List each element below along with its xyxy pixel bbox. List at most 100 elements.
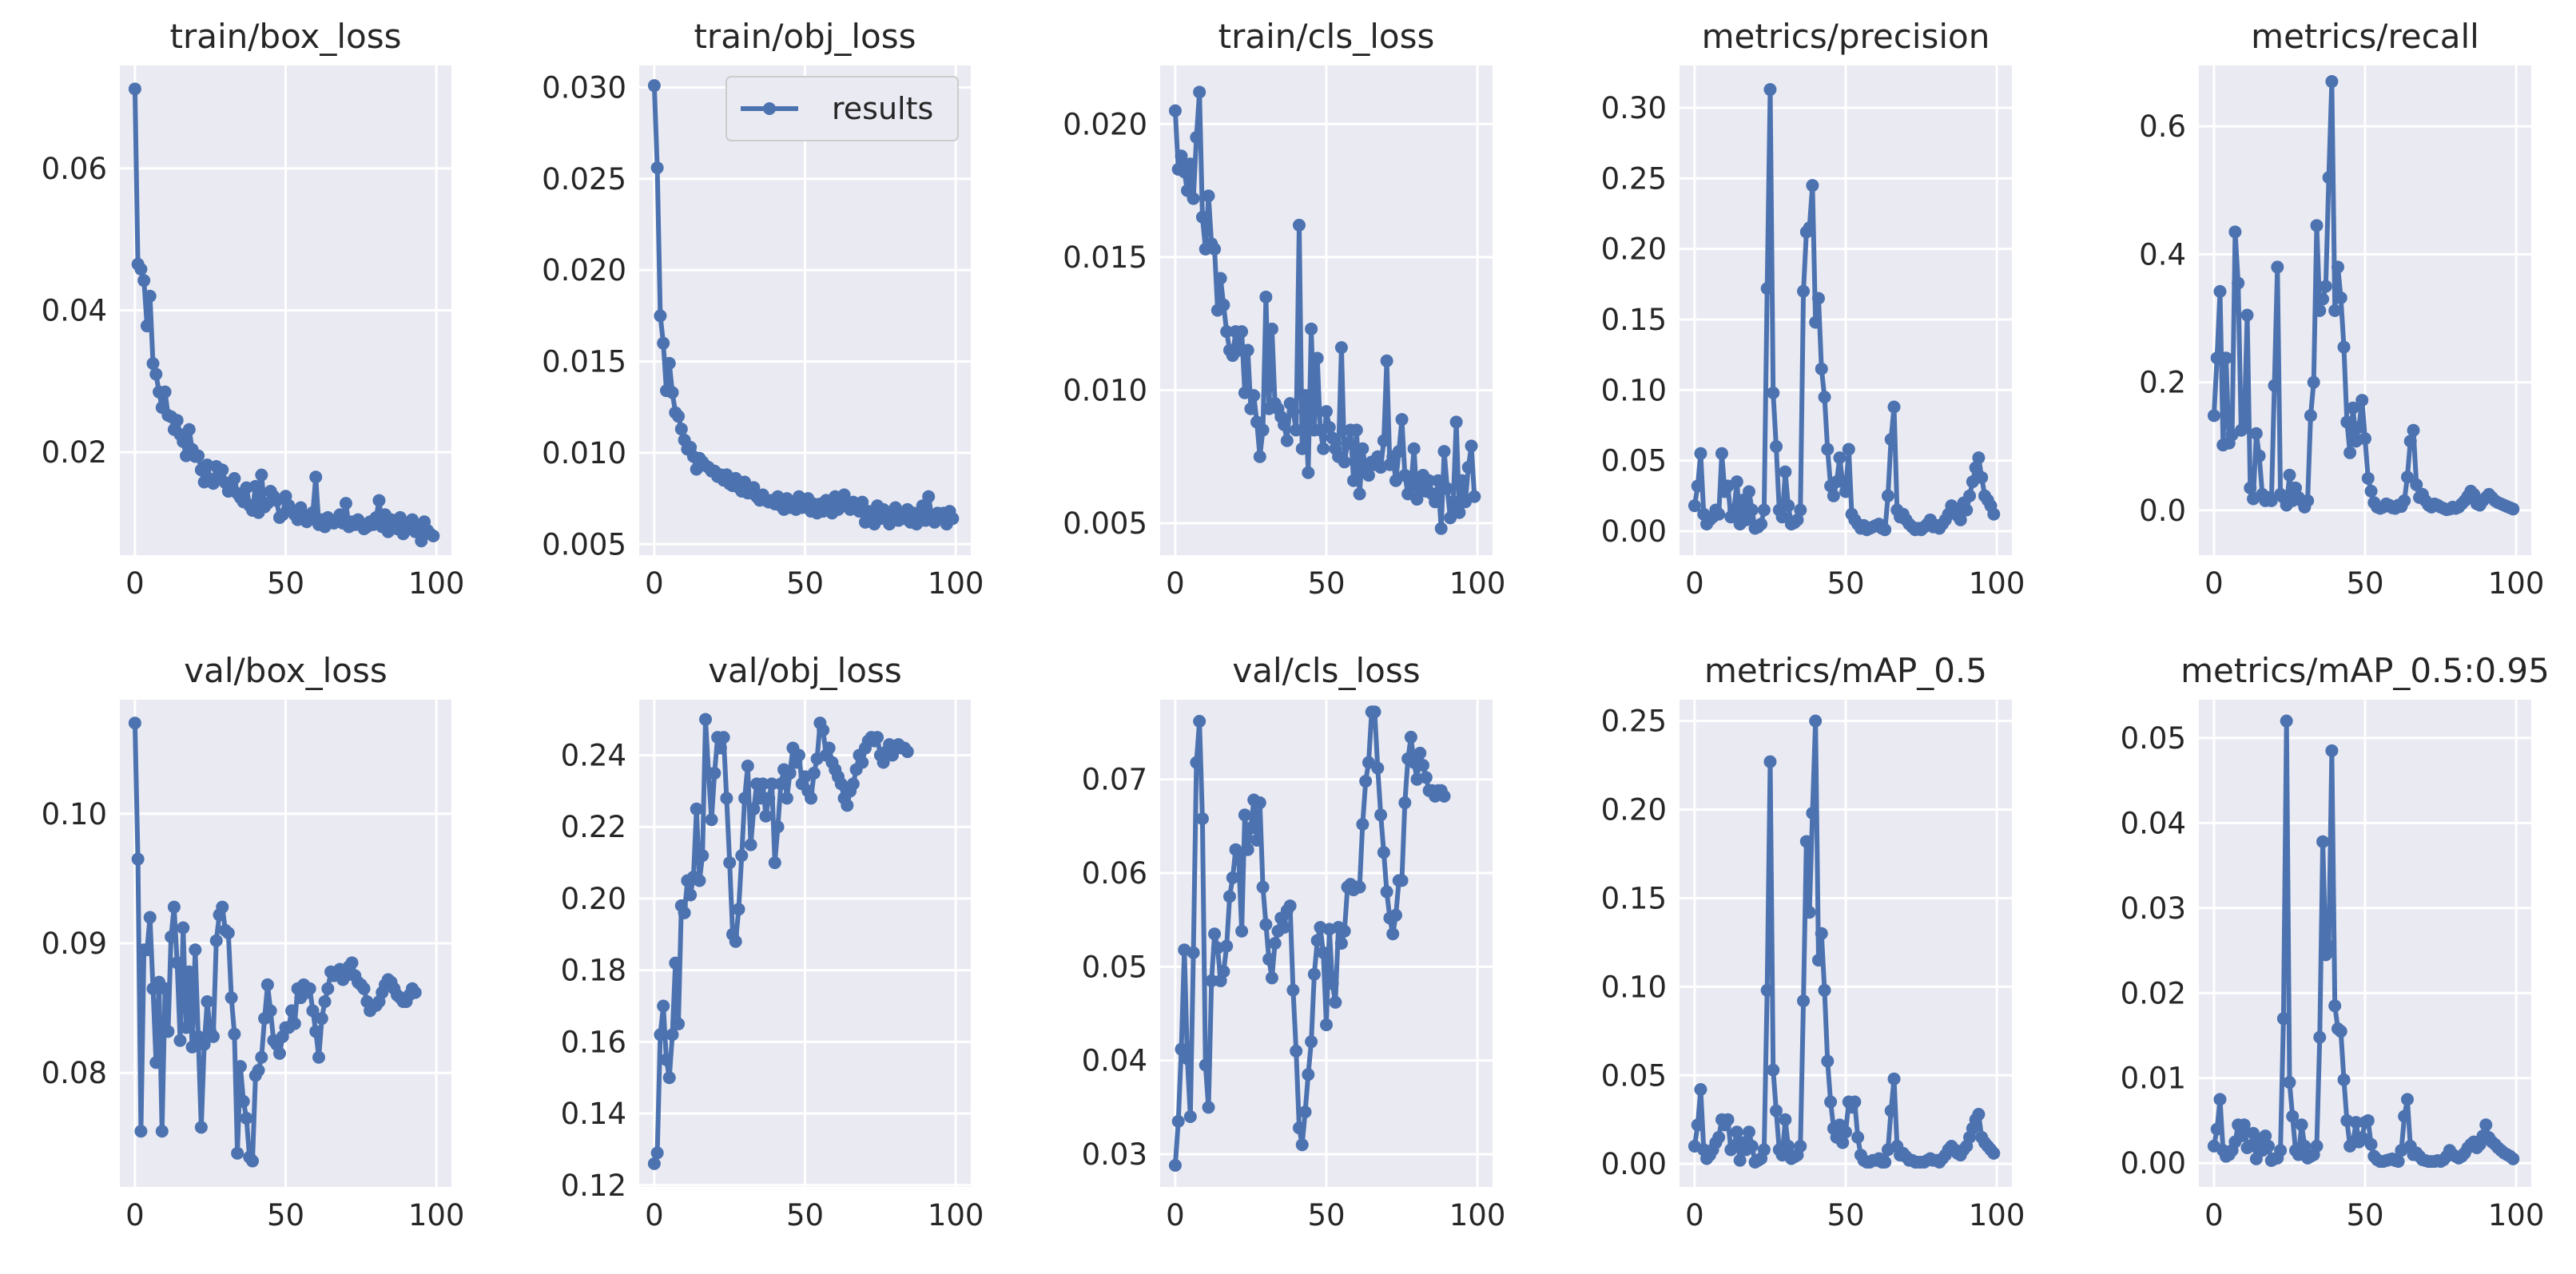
data-point bbox=[1320, 1018, 1333, 1032]
data-point bbox=[2328, 999, 2342, 1013]
chart-title: metrics/precision bbox=[1702, 17, 1990, 56]
data-point bbox=[2319, 280, 2332, 293]
data-point bbox=[1404, 730, 1417, 744]
data-point bbox=[1341, 437, 1354, 450]
chart-panel: 0.00 0.01 0.02 0.03 0.04 0.05 0 50 100 metrics/mA… bbox=[2121, 651, 2550, 1232]
data-point bbox=[1770, 439, 1783, 453]
data-point bbox=[146, 357, 160, 371]
data-point bbox=[690, 802, 703, 816]
data-point bbox=[408, 986, 422, 999]
x-tick-label: 0 bbox=[1685, 566, 1704, 601]
chart-panel: 0.02 0.04 0.06 0 50 100 train/box_loss bbox=[42, 17, 465, 601]
data-point bbox=[1326, 431, 1339, 445]
x-tick-label: 100 bbox=[408, 1198, 465, 1232]
data-point bbox=[780, 792, 793, 805]
data-point bbox=[1208, 242, 1222, 256]
chart-title: val/cls_loss bbox=[1232, 651, 1420, 690]
data-point bbox=[1972, 451, 1986, 465]
data-point bbox=[1190, 130, 1203, 144]
y-tick-label: 0.020 bbox=[1063, 107, 1147, 141]
data-point bbox=[647, 79, 661, 93]
data-point bbox=[1767, 1063, 1780, 1077]
data-point bbox=[134, 262, 148, 276]
data-point bbox=[1739, 513, 1753, 526]
data-point bbox=[662, 1071, 676, 1085]
y-tick-label: 0.12 bbox=[561, 1169, 626, 1203]
data-point bbox=[1987, 1146, 2001, 1160]
data-point bbox=[1878, 1155, 1892, 1169]
data-point bbox=[678, 906, 691, 919]
data-point bbox=[321, 982, 335, 995]
data-point bbox=[774, 777, 788, 791]
data-point bbox=[1688, 499, 1701, 513]
data-point bbox=[1168, 104, 1182, 117]
x-tick-label: 100 bbox=[1449, 1198, 1506, 1232]
data-point bbox=[1278, 418, 1291, 431]
data-point bbox=[1310, 934, 1324, 947]
data-point bbox=[1320, 405, 1333, 419]
data-point bbox=[657, 999, 670, 1013]
data-point bbox=[2310, 1139, 2324, 1153]
y-tick-label: 0.020 bbox=[542, 253, 626, 288]
y-tick-label: 0.10 bbox=[42, 797, 107, 831]
data-point bbox=[1398, 796, 1412, 810]
data-point bbox=[1395, 413, 1409, 427]
data-point bbox=[1791, 513, 1804, 526]
data-point bbox=[783, 766, 797, 780]
data-point bbox=[1954, 513, 1967, 526]
data-point bbox=[1265, 322, 1278, 335]
data-point bbox=[1232, 852, 1246, 866]
data-point bbox=[1187, 946, 1200, 959]
data-point bbox=[180, 1021, 193, 1034]
data-point bbox=[1395, 874, 1409, 887]
data-point bbox=[2355, 394, 2369, 407]
data-point bbox=[2276, 1012, 2290, 1026]
data-point bbox=[233, 1060, 247, 1074]
y-tick-label: 0.04 bbox=[2121, 806, 2186, 840]
data-point bbox=[834, 777, 848, 791]
data-point bbox=[805, 792, 818, 805]
data-point bbox=[1368, 705, 1381, 719]
data-point bbox=[1694, 446, 1707, 460]
data-point bbox=[1190, 756, 1203, 769]
data-point bbox=[666, 386, 679, 399]
data-point bbox=[1305, 322, 1318, 335]
data-point bbox=[717, 731, 730, 744]
data-point bbox=[2283, 1076, 2296, 1089]
x-tick-label: 0 bbox=[645, 1198, 664, 1232]
x-tick-label: 0 bbox=[2204, 1198, 2224, 1232]
data-point bbox=[1356, 442, 1369, 455]
x-tick-label: 100 bbox=[2488, 1198, 2545, 1232]
data-point bbox=[189, 943, 202, 957]
data-point bbox=[1760, 282, 1774, 296]
data-point bbox=[1881, 489, 1894, 502]
data-point bbox=[2410, 478, 2423, 491]
data-point bbox=[2325, 75, 2339, 89]
data-point bbox=[846, 777, 860, 791]
data-point bbox=[1295, 1138, 1309, 1152]
data-point bbox=[647, 1157, 661, 1170]
data-point bbox=[2234, 1129, 2248, 1143]
data-point bbox=[2210, 351, 2224, 365]
y-tick-label: 0.4 bbox=[2139, 237, 2186, 272]
data-point bbox=[684, 888, 698, 902]
chart-panel: 0.005 0.010 0.015 0.020 0.025 0.030 0 50 100 trai… bbox=[542, 17, 984, 601]
legend-label: results bbox=[832, 91, 933, 126]
y-tick-label: 0.22 bbox=[561, 810, 626, 844]
chart-title: train/cls_loss bbox=[1218, 17, 1435, 56]
data-point bbox=[1298, 1105, 1312, 1119]
data-point bbox=[1794, 503, 1807, 517]
data-point bbox=[1265, 971, 1278, 985]
data-point bbox=[1181, 1052, 1195, 1066]
data-point bbox=[1963, 489, 1977, 502]
data-point bbox=[1220, 939, 1234, 953]
x-tick-label: 50 bbox=[786, 566, 824, 601]
y-tick-label: 0.03 bbox=[1082, 1137, 1147, 1172]
data-point bbox=[2240, 308, 2254, 322]
data-point bbox=[1202, 189, 1215, 203]
data-point bbox=[1811, 954, 1825, 967]
y-tick-label: 0.05 bbox=[2121, 721, 2186, 756]
data-point bbox=[714, 741, 727, 755]
data-point bbox=[2271, 260, 2284, 274]
data-point bbox=[672, 410, 686, 423]
